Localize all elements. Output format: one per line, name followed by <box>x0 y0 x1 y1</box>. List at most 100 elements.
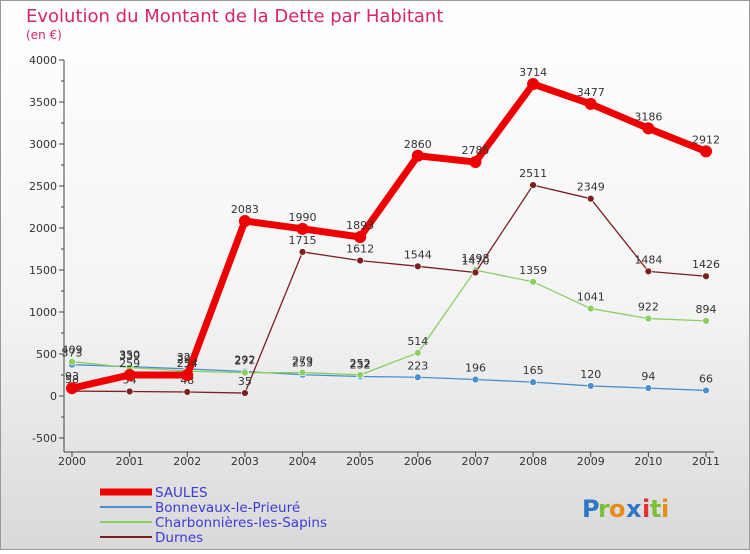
data-label: 3186 <box>634 110 662 123</box>
series-line <box>71 364 707 392</box>
y-tick-label: -500 <box>32 432 57 445</box>
y-tick-label: 1500 <box>29 264 57 277</box>
y-tick-label: 2000 <box>29 222 57 235</box>
data-label: 259 <box>119 357 140 370</box>
data-point <box>529 181 537 189</box>
data-point <box>411 149 424 162</box>
data-point <box>296 222 309 235</box>
data-point <box>241 389 249 397</box>
x-tick-label: 2007 <box>461 455 489 468</box>
data-label: 2860 <box>404 138 432 151</box>
x-tick-label: 2004 <box>289 455 317 468</box>
data-point <box>469 156 482 169</box>
data-point <box>66 382 78 395</box>
data-point <box>644 267 653 276</box>
data-label: 2912 <box>692 133 720 146</box>
data-label: 922 <box>638 301 659 314</box>
data-label: 2511 <box>519 167 547 180</box>
data-label: 1612 <box>346 243 374 256</box>
x-tick-label: 2010 <box>634 455 662 468</box>
data-point <box>644 314 653 323</box>
data-point <box>181 369 194 381</box>
x-tick-label: 2002 <box>173 455 201 468</box>
legend-item: Bonnevaux-le-Prieuré <box>100 500 300 516</box>
chart-title: Evolution du Montant de la Dette par Hab… <box>26 6 443 27</box>
data-label: 894 <box>696 303 717 316</box>
data-point <box>700 145 712 158</box>
data-point <box>356 256 364 265</box>
data-point <box>125 387 134 396</box>
y-tick-label: 500 <box>36 348 57 361</box>
data-label: 253 <box>292 357 313 370</box>
data-point <box>702 272 710 280</box>
series-line <box>71 184 707 394</box>
data-point <box>414 373 422 381</box>
legend-label: Bonnevaux-le-Prieuré <box>155 500 300 516</box>
data-label: 1893 <box>346 219 374 232</box>
data-label: 93 <box>65 370 79 383</box>
legend: SAULESBonnevaux-le-PrieuréCharbonnières-… <box>100 485 327 546</box>
svg-text:t: t <box>650 495 661 523</box>
chart-subtitle: (en €) <box>26 28 62 42</box>
legend-label: Charbonnières-les-Sapins <box>155 515 327 531</box>
data-point <box>529 278 537 286</box>
legend-label: Durnes <box>155 530 203 546</box>
series-line <box>68 80 710 392</box>
data-label: 1426 <box>692 258 720 271</box>
data-label: 3477 <box>577 86 605 99</box>
data-point <box>702 386 710 395</box>
data-point <box>642 122 655 135</box>
data-point <box>587 304 595 313</box>
data-point <box>584 97 597 110</box>
data-label: 1544 <box>404 248 432 261</box>
legend-item: Charbonnières-les-Sapins <box>100 515 327 531</box>
data-point <box>644 384 653 392</box>
y-tick-label: 4000 <box>29 54 57 67</box>
data-label: 514 <box>407 335 428 348</box>
y-tick-label: 3000 <box>29 138 57 151</box>
data-label: 373 <box>62 347 83 360</box>
data-label: 196 <box>465 362 486 375</box>
y-tick-label: 2500 <box>29 180 57 193</box>
series-line <box>71 269 707 376</box>
y-tick-label: 1000 <box>29 306 57 319</box>
x-tick-label: 2000 <box>58 455 86 468</box>
data-label: 1041 <box>577 291 605 304</box>
data-point <box>587 382 595 390</box>
data-point <box>241 369 249 377</box>
data-point <box>587 194 595 203</box>
data-label: 165 <box>523 364 544 377</box>
data-label: 1484 <box>634 253 662 266</box>
data-point <box>68 357 76 366</box>
data-point <box>356 371 364 379</box>
x-tick-label: 2003 <box>231 455 259 468</box>
x-tick-label: 2008 <box>519 455 547 468</box>
data-point <box>123 369 136 381</box>
data-label: 3714 <box>519 66 547 79</box>
data-point <box>238 215 251 228</box>
data-point <box>183 388 191 396</box>
data-point <box>414 262 422 271</box>
svg-text:P: P <box>582 495 600 523</box>
data-label: 1470 <box>461 255 489 268</box>
data-label: 2083 <box>231 203 259 216</box>
svg-text:o: o <box>609 495 626 523</box>
svg-text:i: i <box>661 495 669 523</box>
data-label: 277 <box>234 355 255 368</box>
data-label: 1359 <box>519 264 547 277</box>
data-label: 339 <box>119 350 140 363</box>
data-point <box>471 375 480 384</box>
legend-item: SAULES <box>100 485 208 501</box>
data-label: 66 <box>699 372 713 385</box>
data-point <box>298 248 307 256</box>
data-point <box>471 268 480 277</box>
series-saules: 93 259 254 2083 1990 1893 2860 2785 3714 3477 3186… <box>65 66 720 395</box>
data-label: 279 <box>292 355 313 368</box>
y-tick-label: 0 <box>50 390 57 403</box>
svg-text:x: x <box>626 495 642 523</box>
proxiti-logo: P r o x i t i <box>582 495 669 523</box>
data-label: 232 <box>350 359 371 372</box>
x-tick-label: 2005 <box>346 455 374 468</box>
data-label: 1990 <box>289 211 317 224</box>
